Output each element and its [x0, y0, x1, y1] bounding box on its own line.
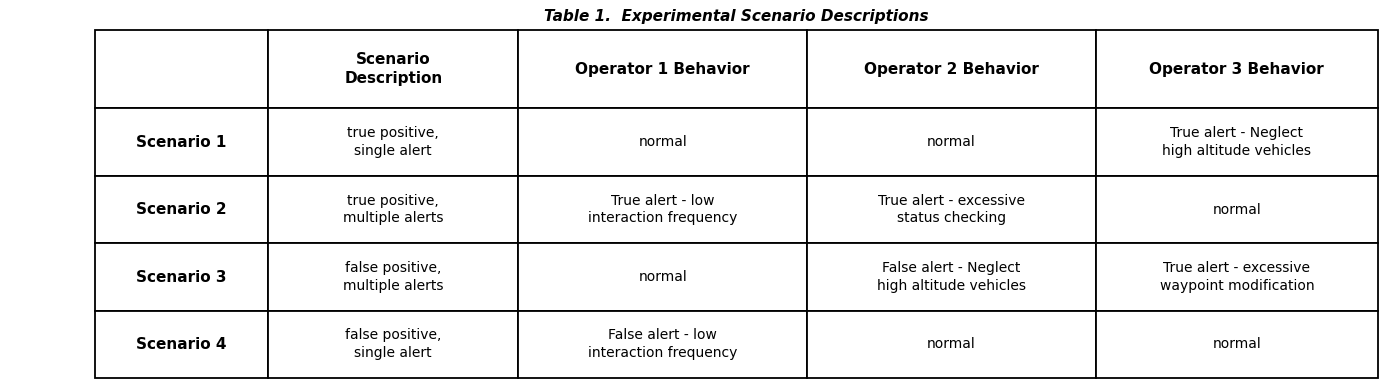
Text: normal: normal [639, 135, 687, 149]
Bar [1095, 30, 1377, 108]
Text: Operator 2 Behavior: Operator 2 Behavior [864, 62, 1039, 77]
Text: False alert - Neglect
high altitude vehicles: False alert - Neglect high altitude vehi… [877, 261, 1026, 293]
Bar [808, 108, 1095, 176]
Bar [1095, 108, 1377, 176]
Bar [519, 108, 808, 176]
Text: Operator 3 Behavior: Operator 3 Behavior [1149, 62, 1325, 77]
Text: true positive,
single alert: true positive, single alert [347, 126, 440, 158]
Bar [268, 176, 519, 243]
Bar [519, 176, 808, 243]
Bar [1095, 243, 1377, 311]
Bar [268, 108, 519, 176]
Bar [519, 311, 808, 378]
Text: false positive,
single alert: false positive, single alert [346, 329, 441, 360]
Text: True alert - low
interaction frequency: True alert - low interaction frequency [588, 194, 737, 226]
Bar [268, 243, 519, 311]
Bar [1095, 176, 1377, 243]
Text: true positive,
multiple alerts: true positive, multiple alerts [343, 194, 444, 226]
Text: True alert - Neglect
high altitude vehicles: True alert - Neglect high altitude vehic… [1162, 126, 1311, 158]
Text: Scenario 1: Scenario 1 [137, 134, 227, 149]
Bar [519, 30, 808, 108]
Bar [808, 311, 1095, 378]
Text: True alert - excessive
waypoint modification: True alert - excessive waypoint modifica… [1159, 261, 1314, 293]
Text: Table 1.  Experimental Scenario Descriptions: Table 1. Experimental Scenario Descripti… [544, 9, 929, 24]
Bar [268, 30, 519, 108]
Bar [519, 243, 808, 311]
Text: Scenario 3: Scenario 3 [137, 270, 227, 285]
Text: Scenario
Description: Scenario Description [344, 52, 443, 86]
Bar [95, 243, 268, 311]
Text: normal: normal [927, 135, 976, 149]
Text: Operator 1 Behavior: Operator 1 Behavior [575, 62, 750, 77]
Bar [95, 108, 268, 176]
Text: Scenario 4: Scenario 4 [137, 337, 227, 352]
Bar [95, 30, 268, 108]
Text: normal: normal [1213, 203, 1261, 216]
Bar [268, 311, 519, 378]
Text: Scenario 2: Scenario 2 [137, 202, 227, 217]
Text: false positive,
multiple alerts: false positive, multiple alerts [343, 261, 444, 293]
Bar [1095, 311, 1377, 378]
Bar [808, 30, 1095, 108]
Text: normal: normal [639, 270, 687, 284]
Text: normal: normal [1213, 337, 1261, 352]
Bar [808, 176, 1095, 243]
Text: False alert - low
interaction frequency: False alert - low interaction frequency [588, 329, 737, 360]
Bar [808, 243, 1095, 311]
Text: True alert - excessive
status checking: True alert - excessive status checking [878, 194, 1025, 226]
Text: normal: normal [927, 337, 976, 352]
Bar [95, 311, 268, 378]
Bar [95, 176, 268, 243]
